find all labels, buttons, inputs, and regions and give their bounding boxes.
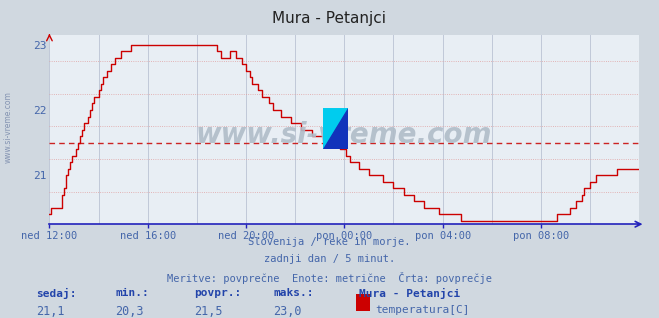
Text: 21,5: 21,5 — [194, 305, 223, 318]
Text: Mura - Petanjci: Mura - Petanjci — [273, 11, 386, 26]
Text: sedaj:: sedaj: — [36, 288, 76, 299]
Text: povpr.:: povpr.: — [194, 288, 242, 298]
Text: Slovenija / reke in morje.: Slovenija / reke in morje. — [248, 237, 411, 247]
Text: 23,0: 23,0 — [273, 305, 302, 318]
Text: www.si-vreme.com: www.si-vreme.com — [196, 121, 492, 149]
Text: Mura - Petanjci: Mura - Petanjci — [359, 288, 461, 299]
Text: zadnji dan / 5 minut.: zadnji dan / 5 minut. — [264, 254, 395, 264]
Polygon shape — [323, 108, 348, 149]
Text: 21,1: 21,1 — [36, 305, 65, 318]
Text: www.si-vreme.com: www.si-vreme.com — [3, 91, 13, 163]
Text: maks.:: maks.: — [273, 288, 314, 298]
Polygon shape — [323, 108, 348, 149]
Text: 20,3: 20,3 — [115, 305, 144, 318]
Text: Meritve: povprečne  Enote: metrične  Črta: povprečje: Meritve: povprečne Enote: metrične Črta:… — [167, 272, 492, 284]
Text: temperatura[C]: temperatura[C] — [376, 305, 470, 315]
Text: min.:: min.: — [115, 288, 149, 298]
